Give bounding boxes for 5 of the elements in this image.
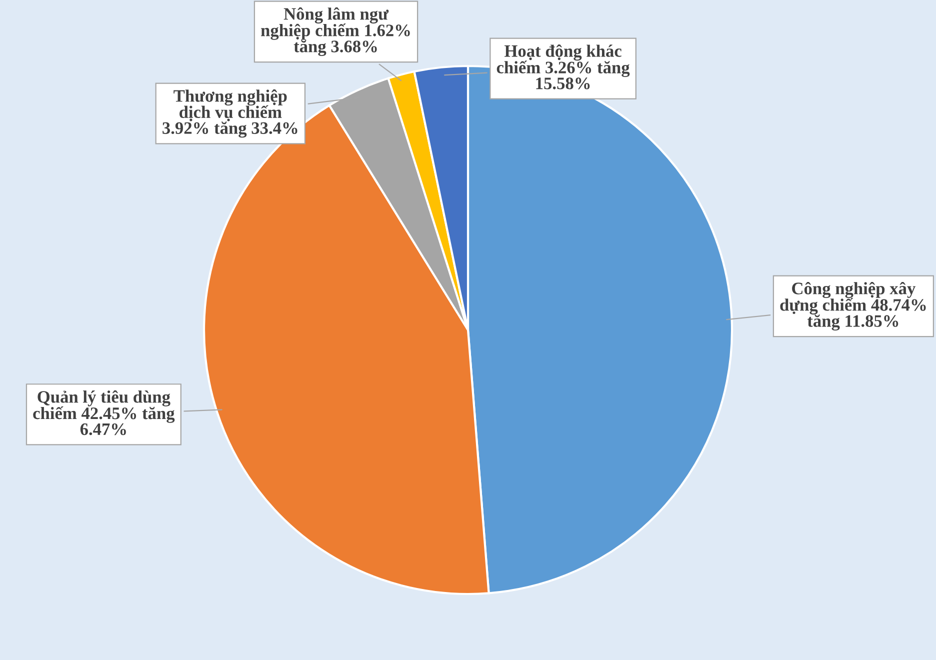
slice-label: Quản lý tiêu dùng chiếm 42.45% tăng 6.47%: [33, 390, 175, 436]
slice-label: Hoạt động khác chiếm 3.26% tăng 15.58%: [496, 44, 630, 90]
slice-label: Thương nghiệp dịch vụ chiếm 3.92% tăng 33.4%: [162, 89, 298, 138]
slice-label: Nông lâm ngư nghiệp chiếm 1.62% tăng 3.68%: [260, 7, 410, 56]
slice-label: Công nghiệp xây dựng chiếm 48.74% tăng 11.85%: [780, 282, 926, 331]
